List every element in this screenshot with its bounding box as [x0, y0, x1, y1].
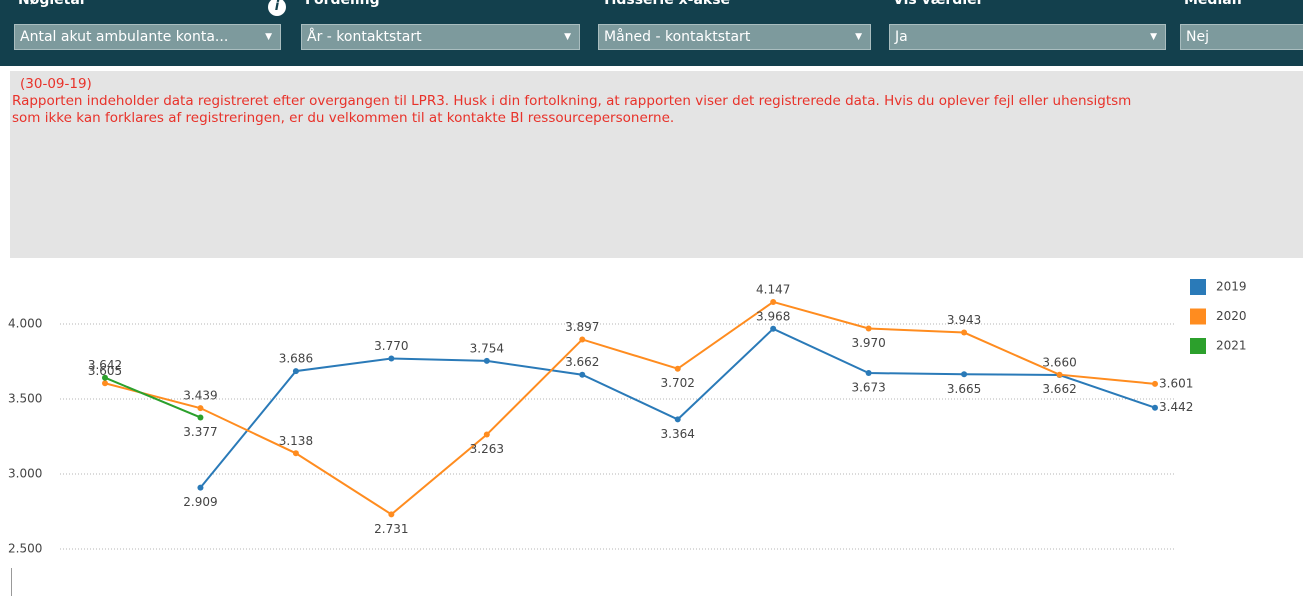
dropdown-value: År - kontaktstart — [307, 29, 422, 45]
data-point — [579, 371, 586, 378]
dropdown[interactable]: Ja ▼ — [889, 24, 1166, 50]
data-point — [292, 450, 299, 457]
data-point — [1056, 371, 1063, 378]
data-label: 3.601 — [1159, 376, 1193, 390]
legend-label: 2020 — [1216, 309, 1247, 323]
dropdown-value: Antal akut ambulante konta... — [20, 29, 229, 45]
data-point — [102, 374, 108, 381]
data-point — [579, 336, 586, 343]
data-point — [865, 325, 872, 332]
data-point — [292, 368, 299, 375]
data-label: 3.662 — [565, 355, 599, 369]
dropdown-arrow: ▼ — [564, 32, 571, 42]
legend-label: 2021 — [1216, 339, 1247, 353]
message-panel: (30-09-19) Rapporten indeholder data reg… — [10, 71, 1303, 258]
legend-label: 2019 — [1216, 280, 1247, 294]
data-label: 2.909 — [183, 495, 217, 509]
data-label: 3.263 — [470, 442, 504, 456]
data-label: 3.605 — [88, 364, 122, 378]
filter-label: Tidsserie x-akse — [602, 0, 731, 8]
data-label: 3.442 — [1159, 400, 1193, 414]
data-label: 3.364 — [661, 427, 695, 441]
dropdown-arrow: ▼ — [855, 32, 862, 42]
data-label: 3.970 — [851, 336, 885, 350]
dropdown-value: Nej — [1186, 29, 1209, 45]
dropdown-arrow: ▼ — [1150, 32, 1157, 42]
data-point — [674, 365, 681, 372]
y-tick-label: 2.500 — [8, 542, 42, 556]
chart: 2.500 3.000 3.500 4.000 2.909 3.686 3.770 3.754… — [8, 279, 1247, 596]
dropdown[interactable]: Nej — [1180, 24, 1303, 50]
filter-label: Nøgletal — [18, 0, 85, 8]
data-label: 3.642 — [88, 358, 122, 372]
data-label: 3.673 — [851, 381, 885, 395]
y-tick-label: 3.000 — [8, 467, 42, 481]
data-label: 3.662 — [1042, 382, 1076, 396]
data-point — [1152, 380, 1158, 387]
message-line: som ikke kan forklares af registreringen… — [12, 110, 675, 126]
data-label: 2.731 — [374, 522, 408, 536]
data-label: 3.702 — [661, 376, 695, 390]
legend-swatch — [1190, 279, 1206, 295]
data-label: 3.686 — [279, 352, 313, 366]
data-label: 3.138 — [279, 434, 313, 448]
data-label: 3.660 — [1042, 356, 1076, 370]
data-point — [674, 416, 681, 423]
filter-label: Median — [1184, 0, 1242, 8]
data-point — [388, 511, 395, 518]
dropdown[interactable]: Måned - kontaktstart ▼ — [598, 24, 871, 50]
data-point — [197, 414, 204, 421]
data-label: 3.770 — [374, 339, 408, 353]
legend-swatch — [1190, 338, 1206, 354]
info-icon[interactable]: i — [268, 0, 286, 16]
data-point — [483, 431, 490, 438]
data-point — [483, 357, 490, 364]
data-point — [770, 298, 777, 305]
series-line — [104, 376, 201, 419]
data-point — [388, 355, 395, 362]
data-point — [197, 484, 204, 491]
dropdown-arrow: ▼ — [265, 32, 272, 42]
data-label: 3.897 — [565, 320, 599, 334]
data-label: 3.943 — [947, 313, 981, 327]
dropdown-value: Måned - kontaktstart — [604, 29, 751, 45]
y-tick-label: 4.000 — [8, 317, 42, 331]
data-label: 3.754 — [470, 341, 504, 355]
filter-label: Vis værdier — [893, 0, 984, 8]
dropdown[interactable]: Antal akut ambulante konta... ▼ — [14, 24, 281, 50]
data-label: 4.147 — [756, 282, 790, 296]
data-point — [770, 325, 777, 332]
dropdown[interactable]: År - kontaktstart ▼ — [301, 24, 580, 50]
y-tick-label: 3.500 — [8, 392, 42, 406]
data-point — [865, 370, 872, 377]
series-line — [104, 300, 1156, 516]
data-label: 3.439 — [183, 389, 217, 403]
data-point — [197, 405, 204, 412]
data-label: 3.665 — [947, 382, 981, 396]
filter-bar: Nøgletal i Fordeling Tidsserie x-akse Vi… — [0, 0, 1303, 66]
filter-label: Fordeling — [305, 0, 380, 8]
message-line: Rapporten indeholder data registreret ef… — [12, 93, 1132, 109]
data-point — [1152, 404, 1158, 411]
data-point — [961, 329, 968, 336]
legend-swatch — [1190, 308, 1206, 325]
message-date: (30-09-19) — [20, 76, 92, 92]
data-label: 3.968 — [756, 309, 790, 323]
dropdown-value: Ja — [895, 29, 908, 45]
data-point — [102, 380, 108, 387]
data-point — [961, 371, 968, 378]
data-label: 3.377 — [183, 425, 217, 439]
